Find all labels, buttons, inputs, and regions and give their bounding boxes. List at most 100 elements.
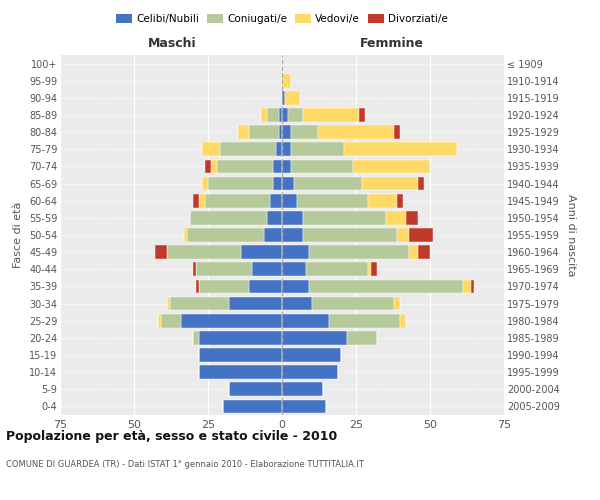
Bar <box>187 228 264 242</box>
Bar <box>282 280 308 293</box>
Bar <box>273 176 282 190</box>
Bar <box>158 314 161 328</box>
Bar <box>238 126 250 139</box>
Bar <box>190 211 267 224</box>
Bar <box>170 296 229 310</box>
Bar <box>199 280 250 293</box>
Bar <box>264 228 282 242</box>
Bar <box>368 262 371 276</box>
Bar <box>282 296 311 310</box>
Bar <box>308 280 463 293</box>
Bar <box>282 160 291 173</box>
Bar <box>282 400 326 413</box>
Bar <box>353 160 430 173</box>
Bar <box>329 314 400 328</box>
Bar <box>282 74 291 88</box>
Bar <box>291 126 317 139</box>
Bar <box>406 211 418 224</box>
Bar <box>223 400 282 413</box>
Bar <box>193 262 196 276</box>
Bar <box>196 262 253 276</box>
Bar <box>394 296 400 310</box>
Bar <box>229 296 282 310</box>
Bar <box>250 126 279 139</box>
Bar <box>261 108 267 122</box>
Bar <box>181 314 282 328</box>
Bar <box>273 160 282 173</box>
Bar <box>229 382 282 396</box>
Bar <box>282 108 288 122</box>
Legend: Celibi/Nubili, Coniugati/e, Vedovi/e, Divorziati/e: Celibi/Nubili, Coniugati/e, Vedovi/e, Di… <box>112 10 452 28</box>
Bar <box>409 246 418 259</box>
Bar <box>359 108 365 122</box>
Bar <box>347 331 377 344</box>
Bar <box>418 246 430 259</box>
Bar <box>282 348 341 362</box>
Bar <box>202 142 220 156</box>
Bar <box>305 262 368 276</box>
Bar <box>276 142 282 156</box>
Bar <box>308 246 409 259</box>
Bar <box>202 176 208 190</box>
Text: Femmine: Femmine <box>359 37 424 50</box>
Bar <box>199 331 282 344</box>
Bar <box>267 211 282 224</box>
Bar <box>199 194 205 207</box>
Bar <box>394 126 400 139</box>
Bar <box>184 228 187 242</box>
Bar <box>167 246 241 259</box>
Bar <box>167 296 170 310</box>
Bar <box>317 126 394 139</box>
Bar <box>285 91 300 104</box>
Bar <box>311 296 394 310</box>
Bar <box>208 176 273 190</box>
Y-axis label: Fasce di età: Fasce di età <box>13 202 23 268</box>
Bar <box>193 194 199 207</box>
Bar <box>193 331 199 344</box>
Text: Maschi: Maschi <box>148 37 197 50</box>
Bar <box>282 211 303 224</box>
Bar <box>220 142 276 156</box>
Bar <box>211 160 217 173</box>
Text: Popolazione per età, sesso e stato civile - 2010: Popolazione per età, sesso e stato civil… <box>6 430 337 443</box>
Bar <box>418 176 424 190</box>
Bar <box>199 348 282 362</box>
Bar <box>397 228 409 242</box>
Bar <box>282 228 303 242</box>
Bar <box>344 142 457 156</box>
Bar <box>282 142 291 156</box>
Bar <box>472 280 475 293</box>
Bar <box>241 246 282 259</box>
Bar <box>250 280 282 293</box>
Bar <box>291 142 344 156</box>
Bar <box>288 108 303 122</box>
Bar <box>282 176 294 190</box>
Bar <box>282 262 305 276</box>
Bar <box>199 366 282 379</box>
Bar <box>409 228 433 242</box>
Bar <box>282 126 291 139</box>
Bar <box>282 194 297 207</box>
Bar <box>282 366 338 379</box>
Bar <box>279 108 282 122</box>
Bar <box>397 194 403 207</box>
Bar <box>386 211 406 224</box>
Bar <box>196 280 199 293</box>
Bar <box>161 314 181 328</box>
Bar <box>400 314 406 328</box>
Bar <box>270 194 282 207</box>
Bar <box>303 108 359 122</box>
Text: COMUNE DI GUARDEA (TR) - Dati ISTAT 1° gennaio 2010 - Elaborazione TUTTITALIA.IT: COMUNE DI GUARDEA (TR) - Dati ISTAT 1° g… <box>6 460 364 469</box>
Bar <box>371 262 377 276</box>
Y-axis label: Anni di nascita: Anni di nascita <box>566 194 577 276</box>
Bar <box>368 194 397 207</box>
Bar <box>282 246 308 259</box>
Bar <box>303 228 397 242</box>
Bar <box>294 176 362 190</box>
Bar <box>362 176 418 190</box>
Bar <box>282 314 329 328</box>
Bar <box>463 280 472 293</box>
Bar <box>217 160 273 173</box>
Bar <box>155 246 167 259</box>
Bar <box>205 160 211 173</box>
